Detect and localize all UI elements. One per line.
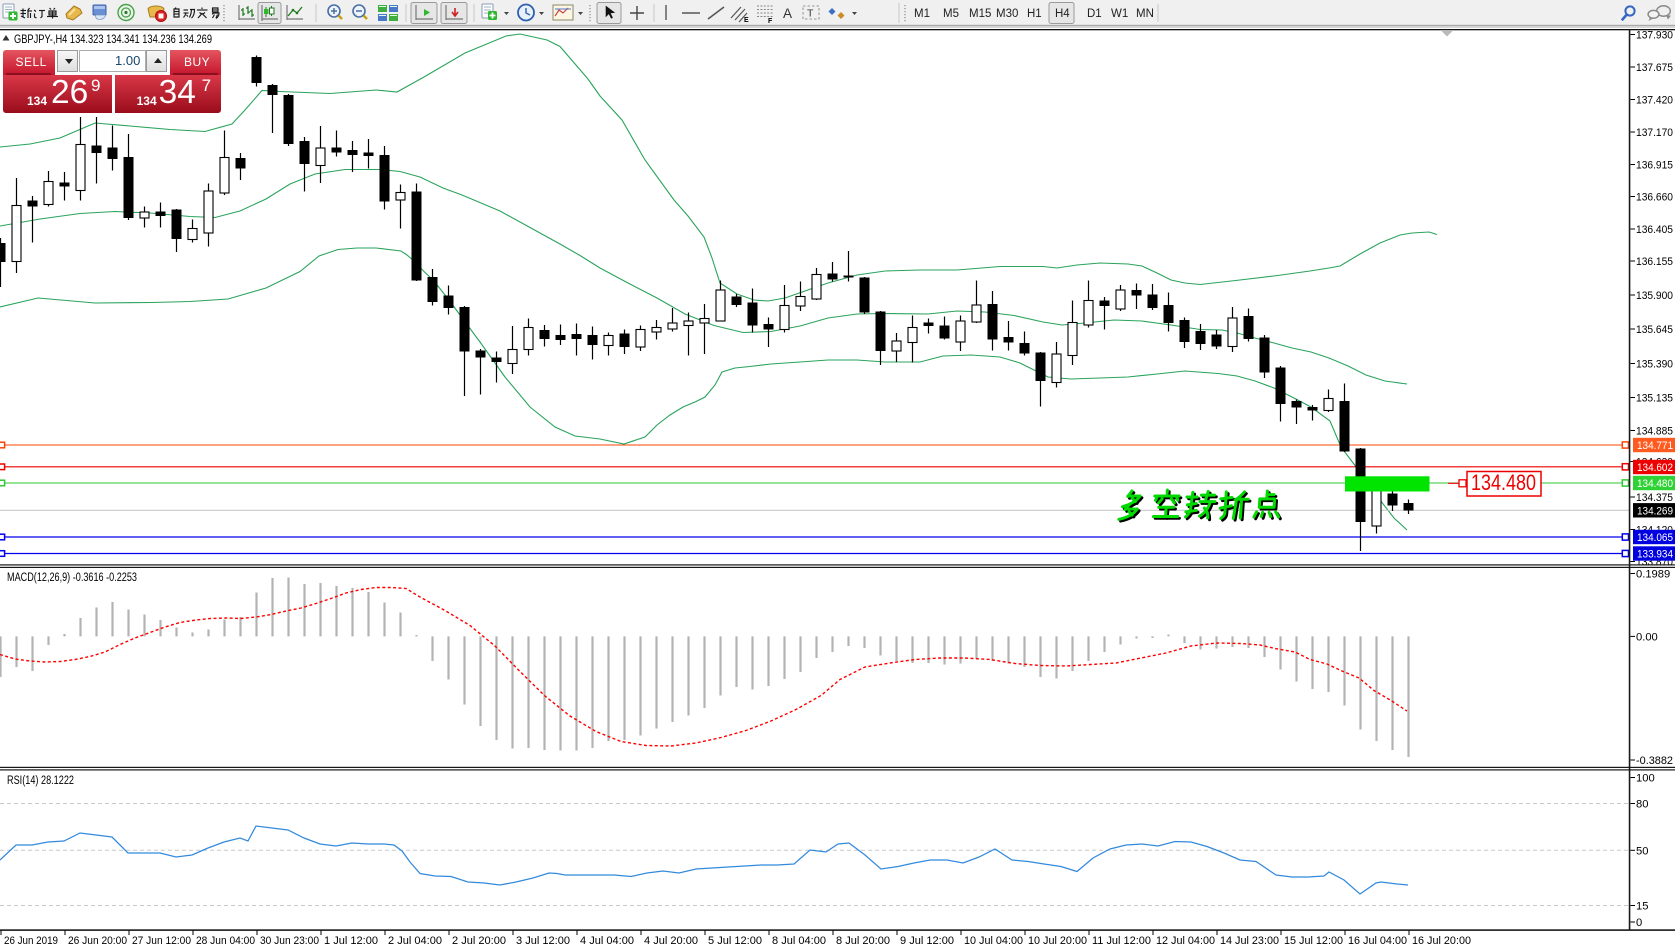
svg-text:D1: D1 [1087, 8, 1102, 20]
svg-text:15 Jul 12:00: 15 Jul 12:00 [1284, 935, 1343, 947]
svg-text:16 Jul 04:00: 16 Jul 04:00 [1348, 935, 1407, 947]
svg-text:F: F [768, 18, 773, 25]
svg-text:2 Jul 20:00: 2 Jul 20:00 [452, 935, 506, 947]
svg-text:137.930: 137.930 [1636, 30, 1673, 42]
svg-text:135.390: 135.390 [1636, 359, 1673, 371]
svg-text:1 Jul 12:00: 1 Jul 12:00 [324, 935, 378, 947]
svg-text:137.420: 137.420 [1636, 95, 1673, 107]
svg-text:12 Jul 04:00: 12 Jul 04:00 [1156, 935, 1215, 947]
svg-text:135.135: 135.135 [1636, 393, 1673, 405]
svg-text:136.155: 136.155 [1636, 256, 1673, 268]
svg-text:134.771: 134.771 [1637, 440, 1673, 452]
svg-text:14 Jul 23:00: 14 Jul 23:00 [1220, 935, 1279, 947]
svg-text:136.660: 136.660 [1636, 192, 1673, 204]
svg-text:M30: M30 [996, 8, 1018, 20]
svg-text:137.170: 137.170 [1636, 127, 1673, 139]
svg-text:9 Jul 12:00: 9 Jul 12:00 [900, 935, 954, 947]
svg-text:H4: H4 [1055, 8, 1070, 20]
svg-text:2 Jul 04:00: 2 Jul 04:00 [388, 935, 442, 947]
svg-text:50: 50 [1636, 845, 1648, 857]
svg-text:134.269: 134.269 [1637, 505, 1673, 517]
svg-text:26 Jun 2019: 26 Jun 2019 [4, 935, 58, 947]
svg-text:28 Jun 04:00: 28 Jun 04:00 [196, 935, 255, 947]
svg-text:11 Jul 12:00: 11 Jul 12:00 [1092, 935, 1151, 947]
svg-text:GBPJPY-,H4 134.323 134.341 13: GBPJPY-,H4 134.323 134.341 134.236 134.2… [14, 32, 212, 46]
svg-text:136.915: 136.915 [1636, 160, 1673, 172]
svg-text:134.480: 134.480 [1637, 478, 1673, 490]
svg-text:80: 80 [1636, 799, 1648, 811]
svg-text:30 Jun 23:00: 30 Jun 23:00 [260, 935, 319, 947]
svg-text:RSI(14) 28.1222: RSI(14) 28.1222 [7, 775, 74, 787]
svg-text:0.1989: 0.1989 [1636, 569, 1670, 581]
svg-text:10 Jul 20:00: 10 Jul 20:00 [1028, 935, 1087, 947]
svg-text:5 Jul 12:00: 5 Jul 12:00 [708, 935, 762, 947]
svg-text:E: E [744, 17, 749, 24]
svg-text:136.405: 136.405 [1636, 224, 1673, 236]
svg-text:100: 100 [1636, 773, 1655, 785]
svg-text:27 Jun 12:00: 27 Jun 12:00 [132, 935, 191, 947]
svg-text:8 Jul 20:00: 8 Jul 20:00 [836, 935, 890, 947]
svg-text:3 Jul 12:00: 3 Jul 12:00 [516, 935, 570, 947]
svg-text:133.934: 133.934 [1637, 549, 1673, 561]
svg-text:T: T [807, 8, 814, 20]
svg-text:135.645: 135.645 [1636, 324, 1673, 336]
svg-text:10 Jul 04:00: 10 Jul 04:00 [964, 935, 1023, 947]
svg-text:134.065: 134.065 [1637, 532, 1673, 544]
svg-text:0.00: 0.00 [1636, 631, 1658, 643]
svg-text:16 Jul 20:00: 16 Jul 20:00 [1412, 935, 1471, 947]
svg-text:4 Jul 20:00: 4 Jul 20:00 [644, 935, 698, 947]
svg-text:M5: M5 [943, 8, 959, 20]
svg-text:26 Jun 20:00: 26 Jun 20:00 [68, 935, 127, 947]
svg-text:M15: M15 [969, 8, 991, 20]
svg-text:MACD(12,26,9) -0.3616 -0.2253: MACD(12,26,9) -0.3616 -0.2253 [7, 572, 137, 584]
svg-text:134.480: 134.480 [1471, 470, 1536, 495]
svg-text:4 Jul 04:00: 4 Jul 04:00 [580, 935, 634, 947]
svg-text:15: 15 [1636, 901, 1648, 913]
svg-text:134.375: 134.375 [1636, 492, 1673, 504]
svg-text:A: A [783, 6, 792, 21]
svg-text:8 Jul 04:00: 8 Jul 04:00 [772, 935, 826, 947]
svg-text:W1: W1 [1111, 8, 1128, 20]
svg-text:H1: H1 [1027, 8, 1042, 20]
svg-text:0: 0 [1636, 917, 1642, 929]
svg-text:-0.3882: -0.3882 [1636, 755, 1673, 767]
svg-text:MN: MN [1136, 8, 1154, 20]
svg-text:M1: M1 [914, 8, 930, 20]
svg-text:134.885: 134.885 [1636, 426, 1673, 438]
svg-text:135.900: 135.900 [1636, 290, 1673, 302]
svg-text:137.675: 137.675 [1636, 62, 1673, 74]
svg-text:134.602: 134.602 [1637, 462, 1673, 474]
